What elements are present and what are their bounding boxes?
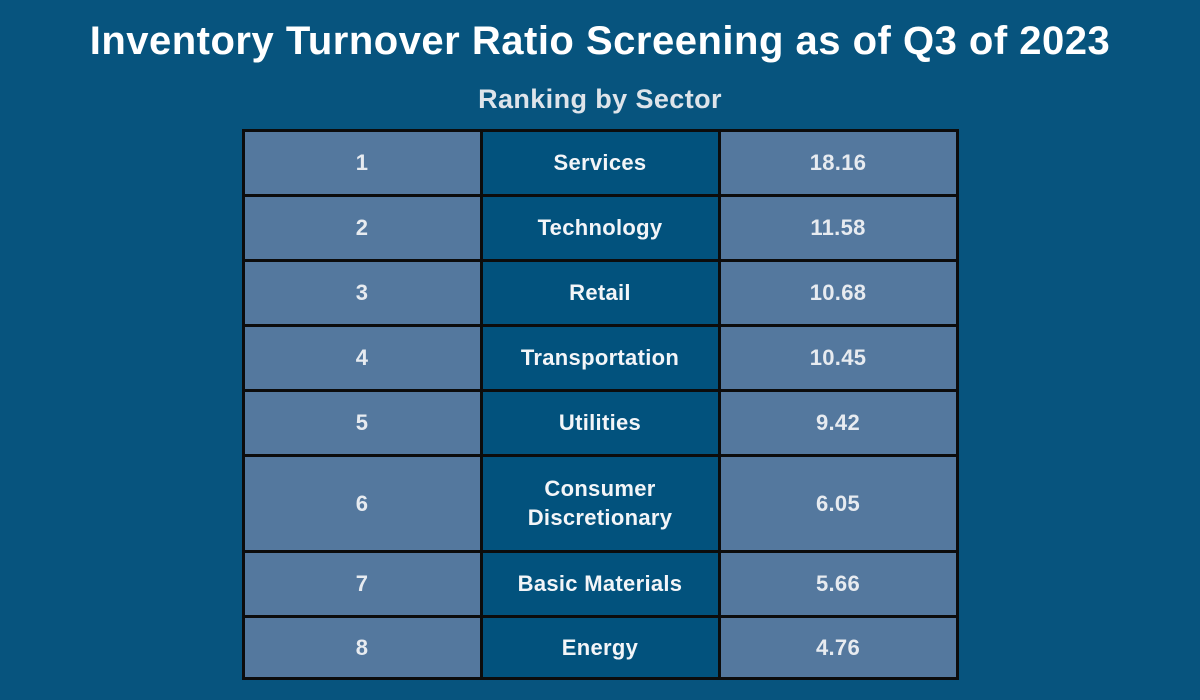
table-body: 1 Services 18.16 2 Technology 11.58 3 Re… [241,129,959,681]
value-cell: 6.05 [717,454,959,554]
value-cell: 10.68 [717,259,959,328]
value-cell: 10.45 [717,324,959,393]
value-cell: 5.66 [717,550,959,619]
sector-cell: Utilities [479,389,721,458]
table-row: 3 Retail 10.68 [241,259,959,328]
rank-cell: 2 [241,194,483,263]
sector-cell: Transportation [479,324,721,393]
table-row: 1 Services 18.16 [241,129,959,198]
value-cell: 4.76 [717,615,959,681]
value-cell: 11.58 [717,194,959,263]
sector-cell: Consumer Discretionary [479,454,721,554]
sector-ranking-table: 1 Services 18.16 2 Technology 11.58 3 Re… [241,129,959,681]
table-row: 2 Technology 11.58 [241,194,959,263]
table-row: 5 Utilities 9.42 [241,389,959,458]
sector-cell: Basic Materials [479,550,721,619]
value-cell: 18.16 [717,129,959,198]
rank-cell: 1 [241,129,483,198]
sector-cell: Services [479,129,721,198]
sector-cell: Retail [479,259,721,328]
rank-cell: 4 [241,324,483,393]
sector-cell: Energy [479,615,721,681]
table-row: 4 Transportation 10.45 [241,324,959,393]
infographic-canvas: { "header": { "title": "Inventory Turnov… [0,18,1200,700]
rank-cell: 8 [241,615,483,681]
rank-cell: 7 [241,550,483,619]
table-row: 7 Basic Materials 5.66 [241,550,959,619]
page-header: Inventory Turnover Ratio Screening as of… [0,18,1200,115]
rank-cell: 5 [241,389,483,458]
page-subtitle: Ranking by Sector [478,84,722,114]
table-row: 8 Energy 4.76 [241,615,959,681]
value-cell: 9.42 [717,389,959,458]
sector-cell: Technology [479,194,721,263]
page-title: Inventory Turnover Ratio Screening as of… [89,19,1111,63]
rank-cell: 6 [241,454,483,554]
rank-cell: 3 [241,259,483,328]
table-row: 6 Consumer Discretionary 6.05 [241,454,959,554]
